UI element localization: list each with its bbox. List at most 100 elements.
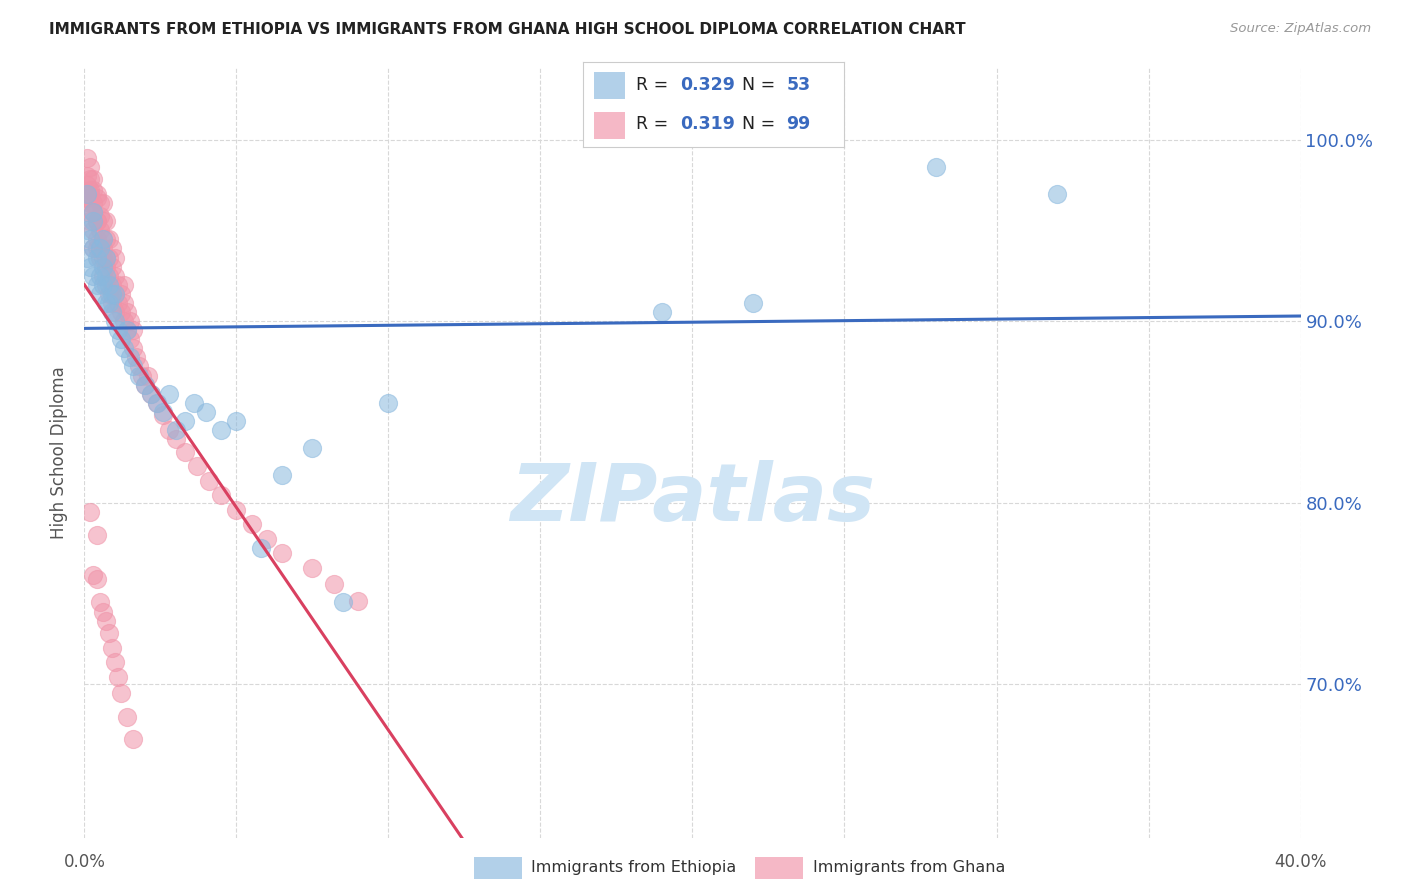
Text: Immigrants from Ghana: Immigrants from Ghana <box>813 861 1005 875</box>
Text: 0.319: 0.319 <box>679 115 734 133</box>
Point <box>152 405 174 419</box>
Point <box>94 260 117 274</box>
Point <box>112 277 135 292</box>
Point <box>86 251 108 265</box>
Text: ZIPatlas: ZIPatlas <box>510 460 875 538</box>
Point <box>104 286 127 301</box>
Point <box>118 351 141 365</box>
Text: 99: 99 <box>786 115 811 133</box>
Point <box>112 296 135 310</box>
Point <box>94 251 117 265</box>
Point <box>79 183 101 197</box>
Point <box>100 260 122 274</box>
Point <box>112 314 135 328</box>
Point <box>104 305 127 319</box>
Point <box>86 277 108 292</box>
Point <box>91 232 114 246</box>
Point <box>79 505 101 519</box>
Point <box>91 277 114 292</box>
Point <box>82 205 104 219</box>
Point <box>110 305 132 319</box>
Point <box>76 191 98 205</box>
Point <box>122 359 145 374</box>
Point <box>240 517 263 532</box>
Point <box>86 191 108 205</box>
Point <box>79 260 101 274</box>
Point <box>332 595 354 609</box>
Point <box>94 614 117 628</box>
Point <box>91 260 114 274</box>
Text: R =: R = <box>636 77 673 95</box>
Point <box>97 626 120 640</box>
Point <box>86 232 108 246</box>
Point <box>82 205 104 219</box>
Point <box>136 368 159 383</box>
Point <box>94 232 117 246</box>
Point <box>82 214 104 228</box>
Point <box>94 251 117 265</box>
Point <box>322 577 344 591</box>
Point <box>82 183 104 197</box>
Point <box>100 296 122 310</box>
Point <box>91 232 114 246</box>
Point <box>107 296 129 310</box>
Point <box>141 386 163 401</box>
Point <box>146 396 169 410</box>
Point <box>97 286 120 301</box>
Point <box>89 209 111 223</box>
Point <box>128 359 150 374</box>
Point <box>91 605 114 619</box>
Point <box>118 332 141 346</box>
Point <box>79 232 101 246</box>
Bar <box>593 112 626 139</box>
Point <box>76 169 98 183</box>
Point <box>110 286 132 301</box>
Point <box>104 314 127 328</box>
Point <box>742 296 765 310</box>
Point <box>110 332 132 346</box>
Point <box>194 405 218 419</box>
Point <box>173 444 195 458</box>
Text: IMMIGRANTS FROM ETHIOPIA VS IMMIGRANTS FROM GHANA HIGH SCHOOL DIPLOMA CORRELATIO: IMMIGRANTS FROM ETHIOPIA VS IMMIGRANTS F… <box>49 22 966 37</box>
Point <box>128 368 150 383</box>
Point <box>173 414 195 428</box>
Point <box>131 368 153 383</box>
Point <box>301 561 323 575</box>
Point <box>651 305 673 319</box>
Bar <box>474 857 522 879</box>
Point <box>91 251 114 265</box>
Point <box>97 296 120 310</box>
Point <box>110 686 132 700</box>
Point <box>271 546 294 560</box>
Point <box>89 242 111 256</box>
Point <box>86 214 108 228</box>
Point <box>165 432 187 446</box>
Point <box>91 214 114 228</box>
Point <box>76 205 98 219</box>
Text: 53: 53 <box>786 77 810 95</box>
Point <box>86 242 108 256</box>
Point <box>100 286 122 301</box>
Point <box>82 568 104 582</box>
Point <box>89 268 111 283</box>
Point <box>82 242 104 256</box>
Point <box>94 296 117 310</box>
Point <box>125 351 148 365</box>
Point <box>100 277 122 292</box>
Text: N =: N = <box>742 115 780 133</box>
Point <box>79 160 101 174</box>
Point <box>76 223 98 237</box>
Point <box>89 223 111 237</box>
Point <box>89 595 111 609</box>
Point <box>94 277 117 292</box>
Point <box>97 251 120 265</box>
Point <box>256 532 278 546</box>
Point <box>115 323 138 337</box>
Point <box>183 396 205 410</box>
Point <box>122 341 145 355</box>
Point <box>107 277 129 292</box>
Point <box>118 314 141 328</box>
Point <box>89 196 111 211</box>
Point <box>76 151 98 165</box>
Point <box>82 268 104 283</box>
